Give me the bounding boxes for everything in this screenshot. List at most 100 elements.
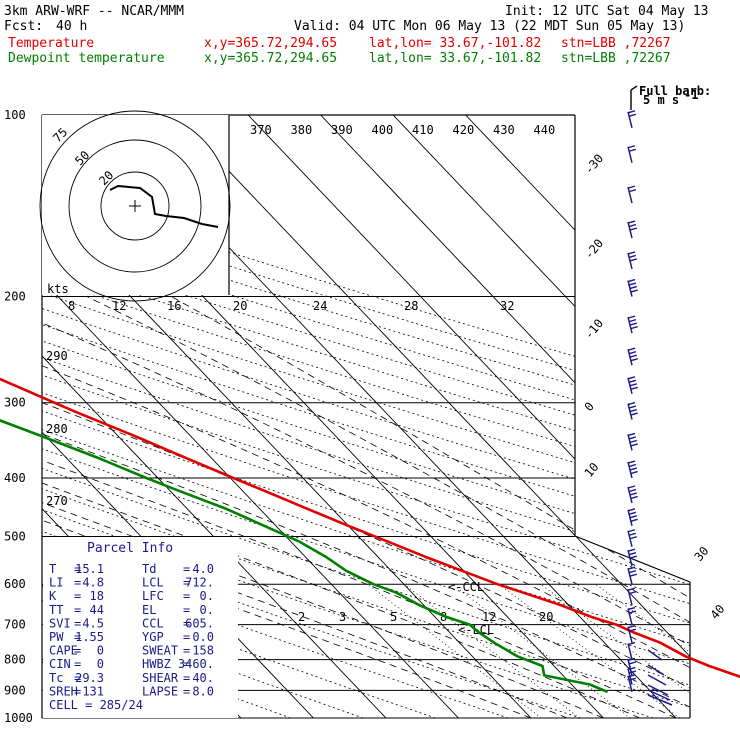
parcel-info-value: Tc	[49, 671, 63, 685]
wind-barb	[627, 278, 638, 297]
parcel-info-value: =	[74, 657, 81, 671]
isotherm-label: 0	[582, 399, 597, 414]
wind-barb	[627, 485, 638, 504]
parcel-info-value: 4.8	[82, 576, 104, 590]
parcel-info-value: SREH	[49, 684, 78, 698]
wind-barb	[627, 566, 637, 585]
parcel-info-value: =	[74, 644, 81, 658]
moist-adiabat-line	[42, 296, 690, 718]
parcel-info-row: LI = 4.8 LCL =712.	[49, 576, 214, 590]
parcel-info-value: 0.	[200, 589, 214, 603]
low-level-barbs	[647, 649, 673, 706]
wind-barb	[627, 401, 638, 420]
wind-barb-flag	[627, 145, 636, 149]
wind-barb-flag	[628, 405, 637, 409]
isotherm-label: -10	[582, 316, 607, 342]
parcel-info-value: =	[183, 630, 190, 644]
wind-barb-flag	[627, 278, 636, 283]
parcel-info-value: =	[74, 684, 81, 698]
wind-barb-flag	[627, 376, 636, 380]
parcel-info-value: =	[74, 630, 81, 644]
parcel-info-value: SVI	[49, 616, 71, 630]
wind-barb-flag	[628, 488, 637, 493]
parcel-info-value: =	[183, 562, 190, 576]
wind-barb-staff	[627, 589, 633, 606]
wind-barb-flag	[627, 624, 636, 629]
parcel-info-value: LI	[49, 576, 63, 590]
parcel-info-value: PW	[49, 630, 64, 644]
parcel-info-value: 4.5	[82, 616, 104, 630]
parcel-info-value: 3460.	[178, 657, 214, 671]
wind-barb-flag	[630, 386, 638, 390]
parcel-info-value: CIN	[49, 657, 71, 671]
parcel-info-value: =	[74, 576, 81, 590]
wind-barb-staff	[627, 643, 633, 660]
speed-tick-label: 16	[167, 299, 181, 313]
pressure-tick-label: 100	[4, 108, 26, 122]
dry-adiabat-line	[42, 115, 690, 718]
temperature-station: stn=LBB ,72267	[561, 36, 671, 51]
wind-barb-flag	[627, 185, 636, 189]
wind-barb-flag	[630, 289, 638, 293]
pressure-tick-label: 1000	[4, 711, 33, 725]
parcel-info-row: TT = 44 EL = 0.	[49, 603, 214, 617]
wind-barb	[627, 145, 637, 163]
parcel-info-value: 1.55	[75, 630, 104, 644]
parcel-info-row: CAPE= 0 SWEAT = 158	[49, 644, 214, 658]
pressure-tick-label: 500	[4, 529, 26, 543]
parcel-info-value: 131	[82, 684, 104, 698]
parcel-info-row: SVI = 4.5 CCL =605.	[49, 616, 214, 630]
wind-barb-flag	[628, 254, 637, 259]
parcel-info-value: =	[183, 684, 190, 698]
theta-label-left: 290	[46, 349, 68, 363]
forecast-hour: 40 h	[56, 19, 88, 34]
mixing-ratio-line	[404, 583, 580, 718]
parcel-info-title: Parcel Info	[87, 541, 173, 556]
wind-barb-flag	[629, 322, 637, 326]
ccl-marker: <-CCL	[448, 580, 484, 594]
wind-barb-flag	[629, 536, 637, 540]
parcel-info-value: LAPSE	[142, 684, 178, 698]
parcel-info-cell: CELL = 285/24	[49, 698, 143, 712]
wind-barb-flag	[628, 591, 637, 595]
parcel-info-row: CIN = 0 HWBZ =3460.	[49, 657, 214, 671]
temperature-trace	[0, 377, 740, 679]
mixing-ratio-labels: 2 3 5 8 12 20	[298, 610, 553, 624]
parcel-info-value: 15.1	[75, 562, 104, 576]
temperature-legend-label: Temperature	[8, 36, 95, 51]
profile-traces	[0, 377, 740, 694]
full-barb-label: Full barb:	[639, 84, 711, 98]
parcel-info-value: =	[74, 589, 81, 603]
dewpoint-xy: x,y=365.72,294.65	[204, 51, 338, 66]
dewpoint-station: stn=LBB ,72267	[561, 51, 671, 66]
temperature-xy: x,y=365.72,294.65	[204, 36, 338, 51]
wind-barb-flag	[627, 674, 636, 678]
pressure-tick-label: 800	[4, 653, 26, 667]
theta-label: 400	[372, 123, 394, 137]
parcel-info-value: 712.	[185, 576, 214, 590]
dewpoint-legend-label: Dewpoint temperature	[8, 51, 165, 66]
parcel-info-value: Td	[142, 562, 156, 576]
wind-barb-flag	[628, 113, 637, 117]
speed-tick-label: 32	[500, 299, 514, 313]
wind-barb-flag	[629, 285, 637, 290]
parcel-info-value: 0	[97, 657, 104, 671]
theta-label-left: 270	[46, 494, 68, 508]
parcel-info-row: PW =1.55 YGP = 0.0	[49, 630, 214, 644]
parcel-info-value: CCL	[142, 616, 164, 630]
full-barb-value: 5 m s	[643, 93, 679, 107]
wind-barb-flag	[628, 148, 637, 152]
wind-barb-flag	[627, 315, 636, 319]
full-barb-sample	[630, 85, 638, 91]
wind-barb-flag	[628, 570, 637, 574]
wind-barb	[627, 529, 637, 547]
wind-barb-flag	[628, 610, 637, 614]
moist-adiabat-line	[171, 296, 690, 718]
parcel-info-value: 0.	[200, 603, 214, 617]
wind-barb-staff	[627, 111, 633, 128]
parcel-info-value: =	[183, 657, 190, 671]
wind-barb-flag	[627, 485, 636, 489]
wind-barb-staff	[627, 675, 633, 693]
wind-barb-staff	[627, 146, 633, 163]
parcel-info-value: =	[74, 616, 81, 630]
